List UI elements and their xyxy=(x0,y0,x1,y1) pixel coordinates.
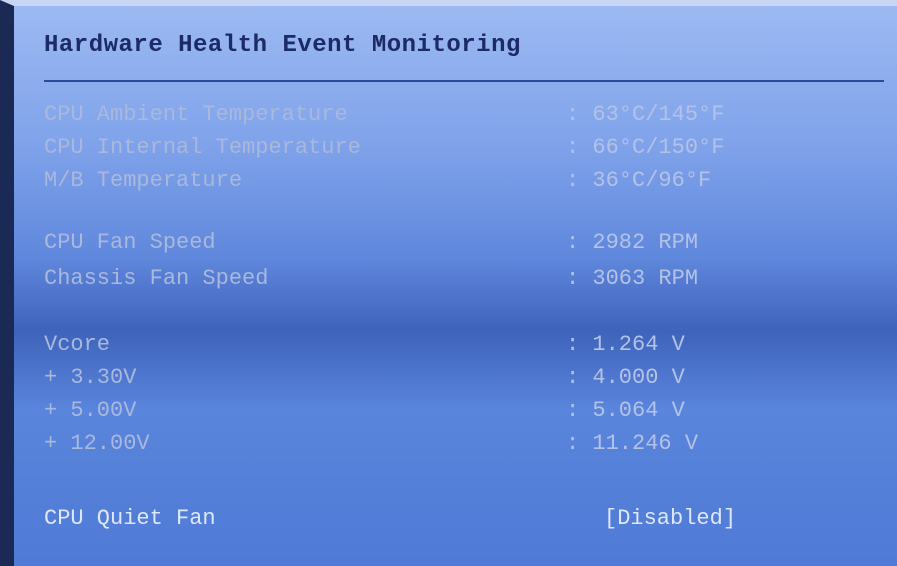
row-value: : 3063 RPM xyxy=(566,266,698,291)
monitor-row: Vcore : 1.264 V xyxy=(44,332,884,362)
monitor-row: Chassis Fan Speed : 3063 RPM xyxy=(44,266,884,296)
row-label: M/B Temperature xyxy=(44,168,242,193)
row-label: + 5.00V xyxy=(44,398,136,423)
monitor-row: + 5.00V : 5.064 V xyxy=(44,398,884,428)
row-value: : 66°C/150°F xyxy=(566,135,724,160)
row-value: : 36°C/96°F xyxy=(566,168,711,193)
monitor-row: + 12.00V : 11.246 V xyxy=(44,431,884,461)
row-label: Vcore xyxy=(44,332,110,357)
row-label: + 3.30V xyxy=(44,365,136,390)
row-label: Chassis Fan Speed xyxy=(44,266,268,291)
row-value: : 1.264 V xyxy=(566,332,685,357)
bios-screen: Hardware Health Event Monitoring CPU Amb… xyxy=(0,0,897,566)
row-label: CPU Ambient Temperature xyxy=(44,102,348,127)
row-value: : 63°C/145°F xyxy=(566,102,724,127)
screen-title: Hardware Health Event Monitoring xyxy=(44,32,521,59)
row-value: : 11.246 V xyxy=(566,431,698,456)
row-value: : 4.000 V xyxy=(566,365,685,390)
row-value: : 2982 RPM xyxy=(566,230,698,255)
row-value: : 5.064 V xyxy=(566,398,685,423)
monitor-row: + 3.30V : 4.000 V xyxy=(44,365,884,395)
row-label: + 12.00V xyxy=(44,431,150,456)
title-rule xyxy=(44,80,884,82)
monitor-row: CPU Fan Speed : 2982 RPM xyxy=(44,230,884,260)
monitor-row: CPU Internal Temperature : 66°C/150°F xyxy=(44,135,884,165)
monitor-row: M/B Temperature : 36°C/96°F xyxy=(44,168,884,198)
row-label: CPU Internal Temperature xyxy=(44,135,361,160)
option-label[interactable]: CPU Quiet Fan xyxy=(44,506,216,531)
option-row[interactable]: CPU Quiet Fan [Disabled] xyxy=(44,506,884,536)
row-label: CPU Fan Speed xyxy=(44,230,216,255)
option-value[interactable]: [Disabled] xyxy=(604,506,736,531)
monitor-row: CPU Ambient Temperature : 63°C/145°F xyxy=(44,102,884,132)
